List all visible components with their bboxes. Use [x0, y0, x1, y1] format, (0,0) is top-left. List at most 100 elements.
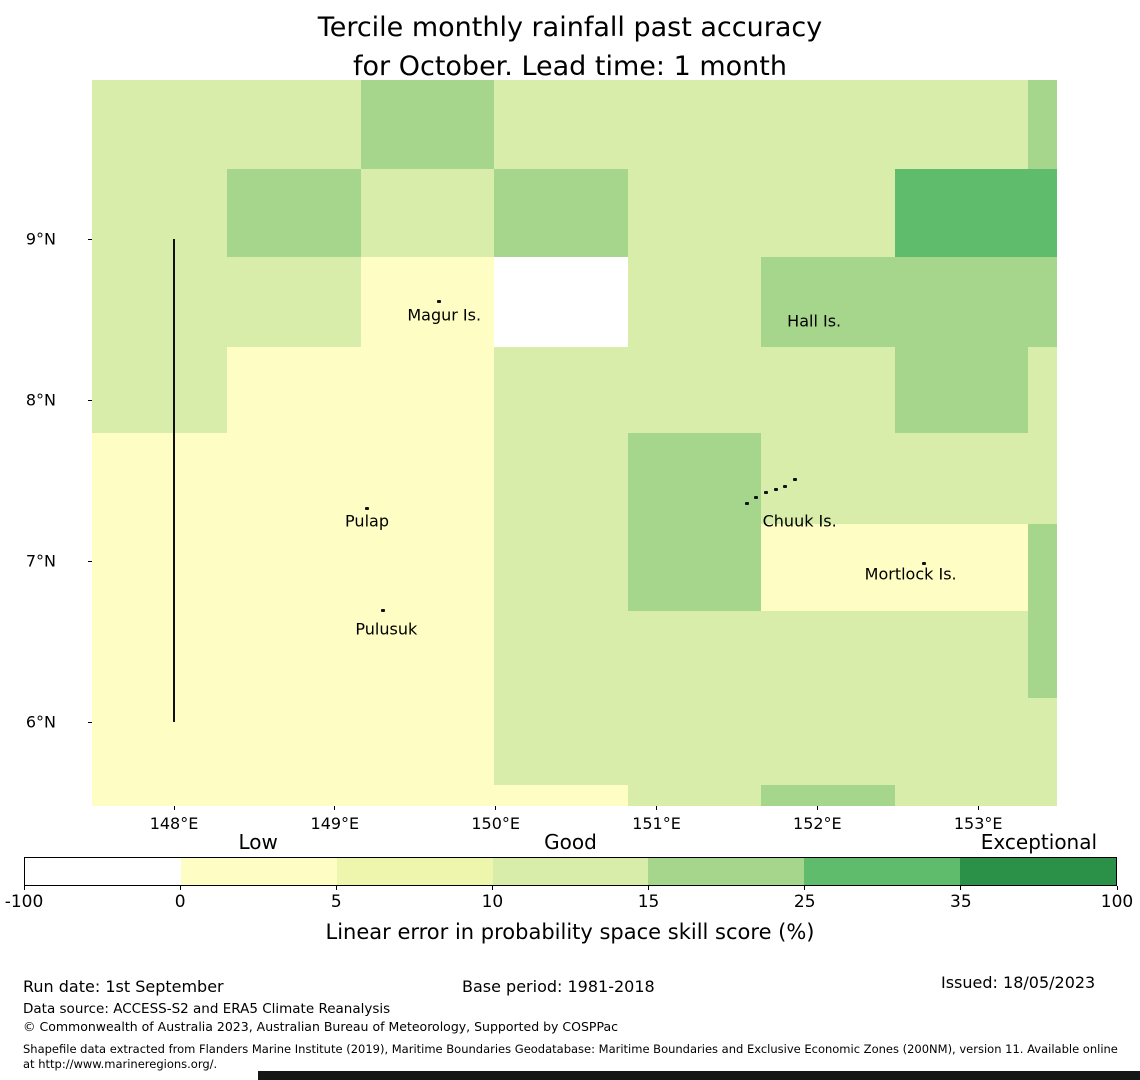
heatmap-cell [627, 611, 762, 699]
colorbar-segment [648, 858, 805, 885]
bottom-strip [258, 1071, 1140, 1080]
heatmap-cell [494, 524, 628, 612]
heatmap-cell [494, 698, 628, 786]
heatmap-cell [494, 257, 628, 348]
x-tick-label: 153°E [953, 814, 1003, 833]
colorbar-segment [180, 858, 337, 885]
island-mark [921, 561, 926, 565]
heatmap-cell [494, 347, 628, 433]
x-tick-mark [656, 806, 658, 810]
heatmap-cell [360, 611, 495, 699]
colorbar-tick-mark [804, 886, 806, 890]
heatmap-cell [92, 347, 228, 433]
island-mark [754, 495, 759, 499]
heatmap-cell [227, 168, 361, 258]
y-tick-mark [88, 721, 92, 723]
chart-title-line1: Tercile monthly rainfall past accuracy [317, 12, 823, 43]
colorbar-tick-label: -100 [4, 892, 44, 912]
y-tick-mark [88, 238, 92, 240]
x-tick-label: 150°E [471, 814, 521, 833]
island-mark [783, 484, 788, 488]
heatmap-cell [227, 432, 361, 525]
heatmap-cell [92, 80, 228, 169]
island-label: Mortlock Is. [864, 564, 957, 584]
heatmap-cell [1028, 524, 1057, 612]
heatmap-cell [894, 257, 1029, 348]
heatmap-cell [627, 168, 762, 258]
heatmap-cell [1028, 168, 1057, 258]
heatmap-cell [494, 432, 628, 525]
heatmap-cell [227, 785, 361, 806]
footer-shapefile-note: Shapefile data extracted from Flanders M… [23, 1042, 1118, 1071]
x-tick-mark [334, 806, 336, 810]
heatmap-cell [360, 168, 495, 258]
colorbar-tick-label: 0 [174, 892, 186, 912]
heatmap-cell [494, 785, 628, 806]
heatmap-cell [627, 698, 762, 786]
eez-boundary-line [173, 239, 175, 723]
chart-title: Tercile monthly rainfall past accuracy f… [0, 8, 1140, 86]
heatmap-cell [92, 698, 228, 786]
heatmap-cell [1028, 257, 1057, 348]
y-tick-label: 7°N [25, 551, 56, 571]
heatmap-cell [627, 524, 762, 612]
colorbar-segment [25, 858, 181, 885]
y-tick-mark [88, 560, 92, 562]
island-mark [437, 299, 442, 303]
colorbar-tick-mark [335, 886, 337, 890]
heatmap-cell [761, 347, 895, 433]
heatmap-cell [227, 80, 361, 169]
heatmap-cell [1028, 80, 1057, 169]
heatmap-cell [1028, 698, 1057, 786]
colorbar-tick-label: 100 [1100, 892, 1134, 912]
island-mark [744, 502, 749, 506]
heatmap-cell [92, 611, 228, 699]
y-tick-label: 9°N [25, 229, 56, 249]
island-label: Pulusuk [355, 619, 418, 639]
colorbar-tick-mark [179, 886, 181, 890]
y-tick-label: 8°N [25, 390, 56, 410]
heatmap-cell [894, 80, 1029, 169]
heatmap-cell [494, 168, 628, 258]
x-tick-label: 148°E [149, 814, 199, 833]
x-tick-label: 152°E [793, 814, 842, 833]
colorbar-caption: Linear error in probability space skill … [325, 920, 815, 944]
footer-issued: Issued: 18/05/2023 [941, 973, 1096, 992]
footer-run-date: Run date: 1st September [23, 977, 224, 996]
heatmap-cell [494, 611, 628, 699]
colorbar-tier-label: Good [544, 830, 597, 854]
colorbar-segment [804, 858, 961, 885]
heatmap-cell [227, 347, 361, 433]
colorbar-tick-mark [23, 886, 25, 890]
heatmap-cell [627, 257, 762, 348]
chart-title-line2: for October. Lead time: 1 month [353, 51, 787, 82]
colorbar-tick-mark [1116, 886, 1118, 890]
heatmap-cell [894, 785, 1029, 806]
island-mark [365, 507, 370, 511]
heatmap-cell [92, 168, 228, 258]
heatmap-cell [360, 785, 495, 806]
heatmap-cell [761, 524, 895, 612]
colorbar-tick-mark [491, 886, 493, 890]
colorbar-segment [336, 858, 493, 885]
heatmap-cell [894, 698, 1029, 786]
island-label: Pulap [345, 511, 389, 531]
x-tick-label: 149°E [310, 814, 360, 833]
footer-base-period: Base period: 1981-2018 [462, 977, 655, 996]
heatmap-cell [227, 611, 361, 699]
colorbar-tick-mark [960, 886, 962, 890]
heatmap-cell [360, 347, 495, 433]
colorbar-tick-label: 15 [637, 892, 660, 912]
heatmap-cell [894, 347, 1029, 433]
heatmap-cell [494, 80, 628, 169]
footer-data-source: Data source: ACCESS-S2 and ERA5 Climate … [23, 1001, 391, 1017]
colorbar-tick-label: 35 [950, 892, 972, 912]
colorbar-tick-mark [648, 886, 650, 890]
y-tick-mark [88, 399, 92, 401]
heatmap-cell [227, 698, 361, 786]
heatmap-cell [360, 698, 495, 786]
heatmap-cell [894, 524, 1029, 612]
heatmap-cell [360, 432, 495, 525]
heatmap-cell [92, 785, 228, 806]
